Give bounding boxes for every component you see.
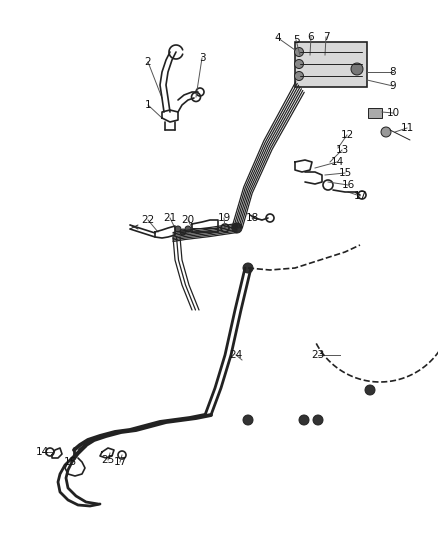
Text: 18: 18	[245, 213, 258, 223]
Text: 9: 9	[390, 81, 396, 91]
Circle shape	[365, 385, 375, 395]
Circle shape	[232, 223, 242, 233]
Circle shape	[294, 71, 304, 80]
Text: 23: 23	[311, 350, 325, 360]
Text: 20: 20	[181, 215, 194, 225]
Text: 10: 10	[386, 108, 399, 118]
Text: 1: 1	[145, 100, 151, 110]
Text: 17: 17	[113, 457, 127, 467]
Text: 16: 16	[341, 180, 355, 190]
Circle shape	[351, 63, 363, 75]
Text: 7: 7	[323, 32, 329, 42]
Circle shape	[313, 415, 323, 425]
Circle shape	[299, 415, 309, 425]
Bar	[368, 108, 382, 118]
Circle shape	[381, 127, 391, 137]
Bar	[295, 42, 367, 87]
Circle shape	[294, 60, 304, 69]
Text: 22: 22	[141, 215, 155, 225]
Circle shape	[185, 226, 191, 232]
Text: 11: 11	[400, 123, 413, 133]
Text: 14: 14	[330, 157, 344, 167]
Text: 6: 6	[307, 32, 314, 42]
Text: 25: 25	[101, 455, 115, 465]
Text: 24: 24	[230, 350, 243, 360]
Text: 3: 3	[199, 53, 205, 63]
Circle shape	[294, 47, 304, 56]
Text: 21: 21	[163, 213, 177, 223]
Text: 13: 13	[336, 145, 349, 155]
Circle shape	[175, 226, 181, 232]
Circle shape	[243, 263, 253, 273]
Text: 15: 15	[339, 168, 352, 178]
Circle shape	[243, 415, 253, 425]
Text: 5: 5	[293, 35, 299, 45]
Text: 2: 2	[145, 57, 151, 67]
Text: 12: 12	[340, 130, 353, 140]
Text: 15: 15	[64, 457, 77, 467]
Text: 19: 19	[217, 213, 231, 223]
Text: 14: 14	[35, 447, 49, 457]
Text: 8: 8	[390, 67, 396, 77]
Text: 17: 17	[353, 191, 367, 201]
Text: 4: 4	[275, 33, 281, 43]
Circle shape	[180, 229, 186, 235]
